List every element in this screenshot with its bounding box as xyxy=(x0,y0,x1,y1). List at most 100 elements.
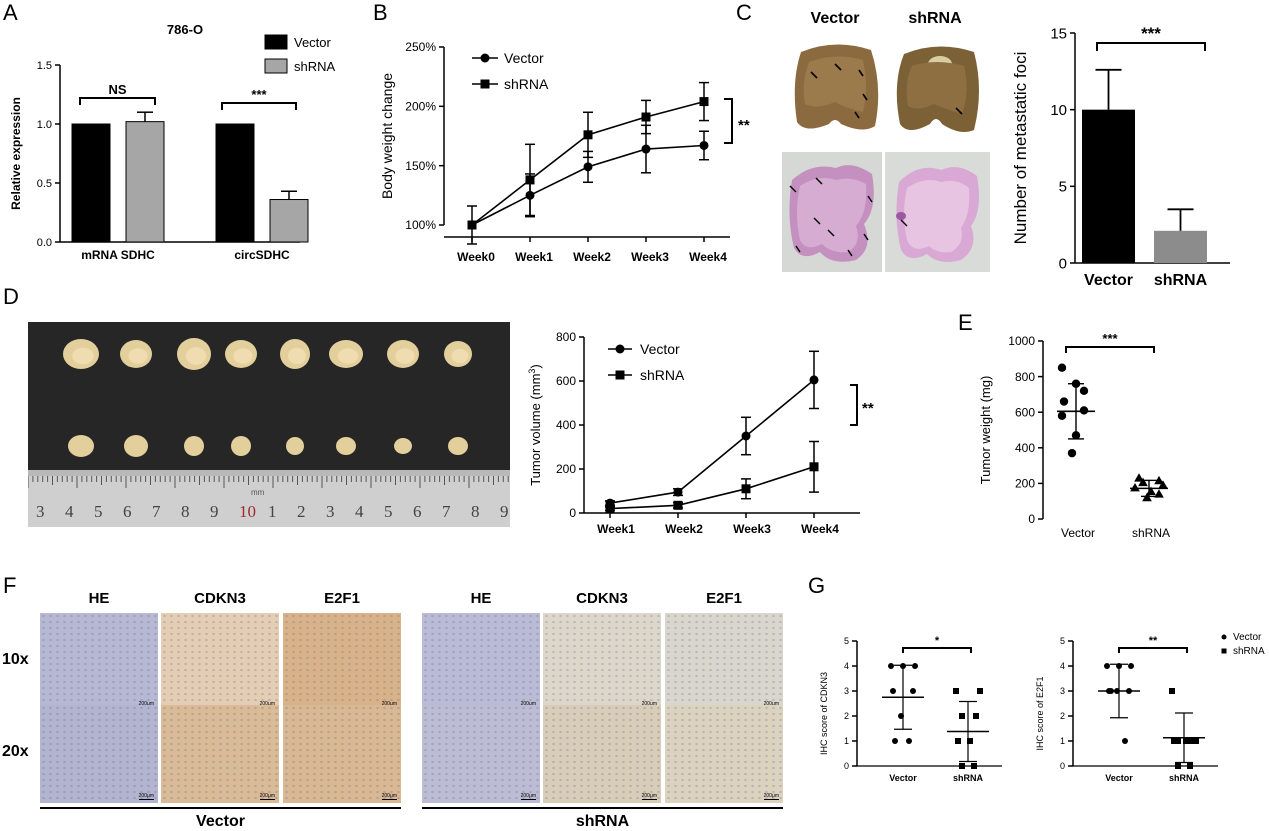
ihc-col-label: CDKN3 xyxy=(576,590,628,607)
ihc-image: 200μm xyxy=(422,705,540,803)
chart-g1-point xyxy=(959,713,965,719)
ruler-digit: 2 xyxy=(297,502,306,521)
panel-letter-g: G xyxy=(808,573,826,598)
ihc-col-label: CDKN3 xyxy=(194,590,246,607)
chart-g2-y-tick-label: 4 xyxy=(1060,661,1065,671)
ruler-digit: 8 xyxy=(471,502,480,521)
chart-a-sig-star-label: *** xyxy=(251,87,267,102)
ruler-digit: 6 xyxy=(123,502,132,521)
tumor-large-highlight xyxy=(72,347,94,365)
ruler-digit: 5 xyxy=(384,502,393,521)
ihc-image: 200μm xyxy=(161,613,279,711)
lung-he-shrna xyxy=(885,152,990,272)
chart-b-body-weight: 100% 150% 200% 250% Week0 Week1 Week2 Week3 Week… xyxy=(379,40,750,264)
chart-g1-point xyxy=(906,738,912,744)
panel-c-label-vector: Vector xyxy=(810,10,860,27)
chart-g1-point xyxy=(977,688,983,694)
chart-g1-sig xyxy=(902,647,972,653)
tumor-small xyxy=(124,435,148,457)
chart-e-point xyxy=(1158,480,1168,489)
scale-bar-label: 200μm xyxy=(138,793,154,800)
ihc-image: 200μm xyxy=(543,705,661,803)
chart-g1-point xyxy=(973,713,979,719)
chart-g1-point xyxy=(890,688,896,694)
chart-g1-y-tick-label: 5 xyxy=(844,636,849,646)
ihc-image: 200μm xyxy=(422,613,540,711)
chart-d-series-line xyxy=(609,466,815,510)
tumor-large-highlight xyxy=(128,348,148,364)
chart-g1-sig-label: * xyxy=(935,635,940,647)
chart-d-y-label: Tumor volume (mm3) xyxy=(527,364,543,486)
chart-e-point xyxy=(1154,475,1164,485)
chart-g2-x-tick-label: shRNA xyxy=(1169,773,1200,783)
scale-bar-label: 200μm xyxy=(259,793,275,800)
chart-a-bar xyxy=(71,123,111,243)
ihc-group-underline xyxy=(422,807,783,809)
chart-e-point xyxy=(1154,489,1164,498)
chart-b-y-tick-label: 150% xyxy=(405,159,436,173)
panel-letter-c: C xyxy=(736,0,752,25)
chart-g1-point xyxy=(967,738,973,744)
tumor-large-highlight xyxy=(185,347,207,365)
ihc-image: 200μm xyxy=(161,705,279,803)
chart-b-legend-label: Vector xyxy=(504,50,544,66)
chart-e-y-tick-label: 200 xyxy=(1015,477,1035,491)
ruler-digit: 7 xyxy=(442,502,451,521)
chart-b-point xyxy=(525,175,535,185)
tumor-small xyxy=(231,436,251,456)
chart-g1-point xyxy=(955,738,961,744)
tumor-small xyxy=(394,438,412,454)
chart-g2-point xyxy=(1175,763,1181,769)
chart-c-sig xyxy=(1096,42,1206,51)
tumor-small xyxy=(336,437,356,455)
chart-g2-point xyxy=(1122,738,1128,744)
ihc-image: 200μm xyxy=(543,613,661,711)
chart-g1-y-tick-label: 1 xyxy=(844,736,849,746)
chart-e-sig-label: *** xyxy=(1102,331,1118,346)
chart-d-sig-bracket xyxy=(850,384,858,426)
chart-g1-y-tick-label: 0 xyxy=(844,761,849,771)
chart-c-y-tick-label: 0 xyxy=(1059,255,1067,272)
chart-d-x-tick-label: Week3 xyxy=(733,522,771,536)
ihc-image: 200μm xyxy=(283,613,401,711)
chart-b-legend-marker xyxy=(480,79,490,89)
chart-b-point xyxy=(641,112,651,122)
chart-g1-point xyxy=(910,688,916,694)
chart-g1-point xyxy=(892,738,898,744)
chart-a-relative-expression: 786-O 0.0 0.5 1.0 1.5 Relative expression mRNA… xyxy=(9,22,336,262)
chart-g-ihc-cdkn3: 0 1 2 3 4 5 IHC score of CDKN3 Vector shRNA * xyxy=(819,635,1002,783)
ruler-digit: 9 xyxy=(500,502,509,521)
panel-c-label-shrna: shRNA xyxy=(908,10,962,27)
scale-bar-label: 200μm xyxy=(641,793,657,800)
chart-e-point xyxy=(1130,483,1140,492)
chart-d-legend-marker xyxy=(615,344,625,354)
chart-g2-legend-marker xyxy=(1221,634,1227,640)
chart-c-bar xyxy=(1154,230,1207,263)
panel-letter-d: D xyxy=(3,284,19,309)
chart-d-x-tick-label: Week2 xyxy=(665,522,703,536)
chart-c-x-tick-label: Vector xyxy=(1084,272,1133,289)
chart-g2-point xyxy=(1128,663,1134,669)
ihc-row-label: 10x xyxy=(2,651,29,668)
chart-b-x-tick-label: Week4 xyxy=(689,250,727,264)
chart-e-tumor-weight: 0 200 400 600 800 1000 Tumor weight (mg) Vector… xyxy=(978,331,1170,540)
chart-b-y-tick-label: 200% xyxy=(405,100,436,114)
chart-b-x-tick-label: Week0 xyxy=(457,250,495,264)
chart-g1-y-label: IHC score of CDKN3 xyxy=(819,672,829,755)
ruler-digit: 10 xyxy=(239,502,256,521)
chart-g2-legend-label: shRNA xyxy=(1233,646,1265,657)
chart-g2-y-tick-label: 5 xyxy=(1060,636,1065,646)
chart-a-legend-label: shRNA xyxy=(294,59,336,74)
chart-d-point xyxy=(605,504,615,514)
ruler-digit: 3 xyxy=(36,502,45,521)
chart-b-legend-marker xyxy=(480,53,490,63)
ihc-col-label: HE xyxy=(88,590,110,607)
ihc-image: 200μm xyxy=(283,705,401,803)
panel-letter-f: F xyxy=(3,573,17,598)
ruler-unit: mm xyxy=(251,488,265,497)
chart-c-sig-label: *** xyxy=(1141,24,1161,43)
chart-b-point xyxy=(699,97,709,107)
chart-a-y-tick-label: 1.0 xyxy=(37,119,52,131)
ruler-digit: 4 xyxy=(355,502,364,521)
tumor-large-highlight xyxy=(395,348,415,364)
